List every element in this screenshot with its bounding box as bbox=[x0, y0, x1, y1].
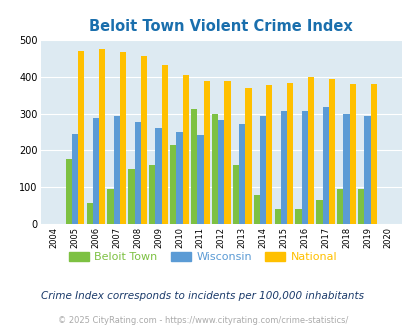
Bar bbox=[78, 51, 84, 224]
Bar bbox=[295, 209, 301, 224]
Bar bbox=[176, 132, 182, 224]
Bar bbox=[370, 84, 376, 224]
Bar bbox=[301, 111, 307, 224]
Text: © 2025 CityRating.com - https://www.cityrating.com/crime-statistics/: © 2025 CityRating.com - https://www.city… bbox=[58, 316, 347, 325]
Bar bbox=[274, 209, 280, 224]
Bar bbox=[93, 118, 99, 224]
Bar bbox=[107, 188, 113, 224]
Bar bbox=[141, 56, 147, 224]
Bar bbox=[72, 134, 78, 224]
Bar bbox=[170, 145, 176, 224]
Text: Crime Index corresponds to incidents per 100,000 inhabitants: Crime Index corresponds to incidents per… bbox=[41, 291, 364, 301]
Bar bbox=[266, 85, 272, 224]
Bar bbox=[328, 79, 334, 224]
Bar bbox=[217, 120, 224, 224]
Bar bbox=[190, 110, 197, 224]
Bar bbox=[161, 65, 168, 224]
Bar bbox=[155, 128, 161, 224]
Bar bbox=[322, 107, 328, 224]
Bar bbox=[119, 52, 126, 224]
Bar bbox=[337, 189, 343, 224]
Bar bbox=[357, 189, 363, 224]
Bar bbox=[224, 82, 230, 224]
Bar bbox=[86, 203, 93, 224]
Title: Beloit Town Violent Crime Index: Beloit Town Violent Crime Index bbox=[89, 19, 352, 34]
Bar bbox=[182, 75, 188, 224]
Bar bbox=[315, 200, 322, 224]
Bar bbox=[307, 77, 313, 224]
Bar bbox=[128, 169, 134, 224]
Bar bbox=[343, 114, 349, 224]
Bar bbox=[239, 124, 245, 224]
Legend: Beloit Town, Wisconsin, National: Beloit Town, Wisconsin, National bbox=[64, 248, 341, 267]
Bar bbox=[134, 122, 141, 224]
Bar bbox=[280, 111, 286, 224]
Bar bbox=[203, 82, 209, 224]
Bar bbox=[253, 195, 259, 224]
Bar bbox=[232, 165, 239, 224]
Bar bbox=[349, 83, 355, 224]
Bar bbox=[286, 83, 292, 224]
Bar bbox=[197, 135, 203, 224]
Bar bbox=[211, 114, 217, 224]
Bar bbox=[363, 116, 370, 224]
Bar bbox=[149, 165, 155, 224]
Bar bbox=[99, 49, 105, 224]
Bar bbox=[245, 88, 251, 224]
Bar bbox=[66, 159, 72, 224]
Bar bbox=[259, 116, 266, 224]
Bar bbox=[113, 116, 119, 224]
